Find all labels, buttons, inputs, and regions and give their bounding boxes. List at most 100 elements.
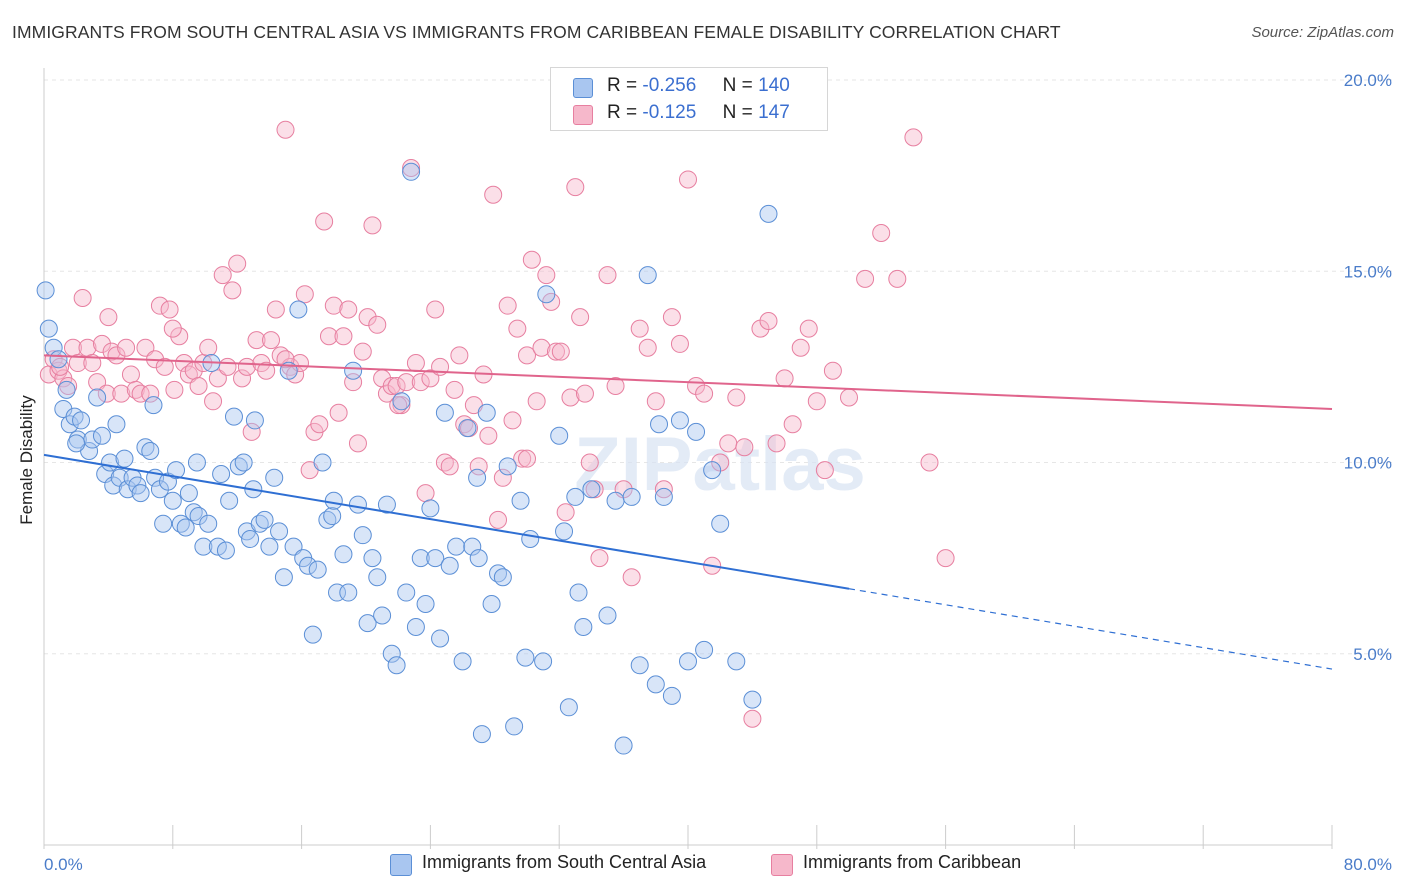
data-point-south-central-asia [199,514,218,533]
data-point-south-central-asia [67,434,86,453]
data-point-caribbean [136,338,155,357]
data-point-south-central-asia [402,162,421,181]
x-tick-label-min: 0.0% [44,855,83,874]
data-point-south-central-asia [358,614,377,633]
data-point-caribbean [242,422,261,441]
trend-lines [43,354,1333,670]
data-point-caribbean [469,457,488,476]
data-point-caribbean [598,266,617,285]
data-point-caribbean [646,392,665,411]
data-point-south-central-asia [176,518,195,537]
data-point-caribbean [257,361,276,380]
data-point-caribbean [743,709,762,728]
data-point-south-central-asia [270,522,289,541]
data-point-caribbean [237,357,256,376]
data-point-caribbean [799,319,818,338]
data-point-south-central-asia [679,652,697,671]
bottom-legend-swatch-blue [390,854,412,876]
data-point-caribbean [759,311,778,330]
data-point-caribbean [334,327,353,346]
data-point-south-central-asia [260,537,279,556]
data-point-caribbean [426,300,445,319]
data-point-caribbean [823,361,842,380]
data-point-caribbean [324,296,343,315]
data-point-caribbean [406,354,425,373]
data-point-caribbean [155,357,174,376]
data-point-south-central-asia [614,736,633,755]
data-point-south-central-asia [392,392,411,411]
data-point-caribbean [551,342,570,361]
data-point-caribbean [160,300,179,319]
data-point-caribbean [73,289,92,308]
series-south-central-asia [36,109,778,755]
data-point-south-central-asia [241,530,260,548]
data-point-south-central-asia [92,426,111,445]
data-point-south-central-asia [104,476,123,495]
data-point-caribbean [233,369,252,388]
data-point-south-central-asia [566,487,585,506]
data-point-south-central-asia [482,595,501,614]
data-point-caribbean [411,373,430,392]
data-point-south-central-asia [245,411,264,430]
data-point-south-central-asia [36,281,55,300]
trend-line-south-central-asia [43,453,850,590]
data-point-caribbean [295,285,314,304]
data-point-caribbean [807,392,826,411]
data-point-south-central-asia [255,510,274,529]
data-point-caribbean [204,392,223,411]
bottom-legend-label: Immigrants from South Central Asia [422,852,707,872]
data-point-south-central-asia [463,537,482,556]
data-point-south-central-asia [274,568,293,587]
data-point-south-central-asia [313,453,332,472]
data-point-caribbean [518,449,536,468]
data-point-south-central-asia [687,422,706,441]
data-point-caribbean [339,300,358,319]
data-point-south-central-asia [397,583,416,602]
data-point-caribbean [353,342,372,361]
data-point-caribbean [358,308,377,327]
data-point-south-central-asia [662,686,681,705]
data-point-south-central-asia [141,442,160,461]
data-point-south-central-asia [194,537,213,556]
data-point-south-central-asia [759,204,778,223]
data-point-south-central-asia [555,522,574,541]
data-point-caribbean [276,350,295,369]
data-point-caribbean [489,510,508,529]
data-point-caribbean [575,384,594,403]
data-point-south-central-asia [727,652,746,671]
data-point-south-central-asia [638,266,657,285]
data-point-caribbean [266,300,285,319]
data-point-south-central-asia [521,530,540,548]
y-tick-labels: 5.0% 10.0% 15.0% 20.0% [1344,71,1392,664]
axes [43,68,1333,849]
data-point-caribbean [51,357,70,376]
data-point-caribbean [440,457,459,476]
data-point-caribbean [936,549,955,568]
data-point-south-central-asia [49,350,68,369]
data-point-south-central-asia [743,690,762,709]
data-point-south-central-asia [468,468,487,487]
data-point-caribbean [783,415,802,434]
data-point-caribbean [920,453,939,472]
data-point-south-central-asia [469,549,488,568]
data-point-south-central-asia [550,426,569,445]
series-caribbean [39,120,955,728]
data-point-caribbean [630,319,649,338]
data-point-south-central-asia [477,403,496,422]
data-point-south-central-asia [72,411,91,430]
data-point-south-central-asia [57,380,76,399]
data-point-caribbean [775,369,794,388]
data-point-caribbean [888,269,907,288]
data-point-south-central-asia [472,725,491,744]
data-point-caribbean [566,178,585,197]
data-point-south-central-asia [670,411,689,430]
bottom-legend-swatch-pink [771,854,793,876]
data-point-south-central-asia [516,648,535,667]
data-point-south-central-asia [431,629,450,648]
data-point-caribbean [695,384,714,403]
data-point-caribbean [363,216,382,235]
data-point-caribbean [571,308,590,327]
data-point-caribbean [527,392,546,411]
data-point-south-central-asia [382,644,401,663]
